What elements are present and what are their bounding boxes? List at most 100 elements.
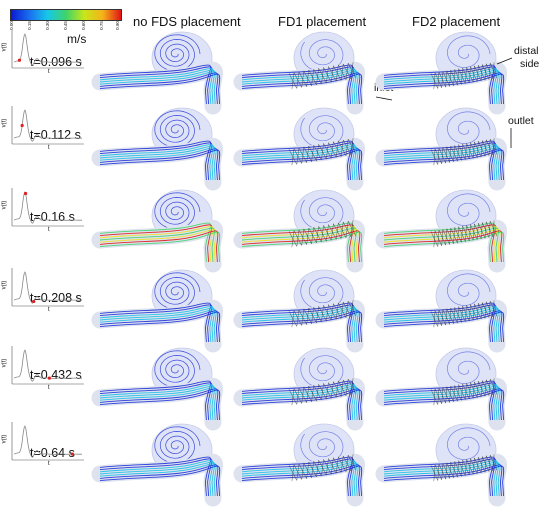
stent-strut	[461, 225, 463, 243]
waveform-xlabel: t	[48, 145, 50, 151]
stent-strut	[306, 145, 310, 163]
flow-streamline	[241, 144, 356, 181]
stent-strut	[449, 386, 452, 403]
stent-strut	[340, 63, 344, 81]
vessel-panel	[91, 189, 223, 273]
flow-streamline	[99, 304, 213, 343]
vessel-panel	[375, 423, 507, 507]
flow-streamline	[241, 388, 361, 421]
vortex-streamline	[154, 34, 201, 72]
waveform-plot	[11, 422, 84, 461]
stent-strut	[469, 142, 471, 160]
flow-diverter-stent	[430, 138, 498, 166]
column-header-fd2: FD2 placement	[412, 14, 501, 29]
flow-streamline	[99, 73, 221, 105]
stent-strut	[301, 228, 305, 246]
flow-streamline	[99, 387, 217, 421]
flow-diverter-stent	[430, 62, 498, 90]
flow-streamline	[99, 382, 213, 421]
stent-strut	[331, 303, 334, 321]
flow-streamline	[383, 388, 503, 421]
stent-strut	[291, 148, 295, 166]
flow-streamline	[383, 145, 499, 181]
stent-strut	[484, 455, 487, 473]
flow-streamline	[99, 385, 215, 421]
vessel-panel	[375, 189, 507, 273]
flow-streamline	[241, 458, 355, 497]
column-header-no-fds: no FDS placement	[133, 14, 241, 29]
flow-streamline	[99, 230, 219, 263]
distal-label-line2: side	[520, 58, 540, 70]
stent-strut	[316, 306, 319, 323]
outlet-label: outlet	[508, 115, 534, 127]
vortex-streamline	[447, 273, 491, 306]
flow-streamline	[383, 307, 499, 343]
flow-streamline	[241, 464, 361, 497]
stent-strut	[433, 388, 436, 406]
stent-strut	[306, 69, 310, 87]
flow-streamline	[383, 149, 505, 181]
stent-strut	[316, 226, 319, 243]
vessel-panel	[233, 107, 365, 191]
stent-strut	[449, 462, 452, 479]
flow-streamline	[241, 148, 361, 181]
flow-streamline	[383, 69, 499, 105]
flow-streamline	[383, 224, 497, 263]
stent-strut	[457, 384, 459, 402]
waveform-curve	[13, 425, 82, 458]
stent-strut	[484, 139, 487, 157]
stent-strut	[311, 307, 314, 324]
flow-streamline	[383, 226, 498, 263]
flow-streamline	[241, 306, 356, 343]
distal-label-line1: distal	[514, 45, 539, 57]
flow-streamline	[241, 224, 355, 263]
flow-streamline	[241, 72, 361, 105]
vessel-panel	[233, 347, 365, 431]
stent-strut	[335, 222, 339, 240]
flow-streamline	[99, 311, 221, 343]
flow-streamline	[383, 389, 505, 421]
stent-strut	[449, 146, 452, 163]
stent-strut	[345, 221, 349, 238]
row-time-label: t=0.64 s	[30, 446, 75, 460]
waveform-curve	[13, 349, 82, 382]
waveform-xlabel: t	[48, 227, 50, 233]
stent-strut	[316, 144, 319, 161]
stent-strut	[331, 141, 334, 159]
stent-strut	[345, 139, 349, 156]
column-header-fd1: FD1 placement	[278, 14, 367, 29]
colorbar: 0.00 0.15 0.30 0.45 0.60 0.75 0.90 m/s	[5, 4, 122, 49]
stent-strut	[326, 224, 329, 242]
flow-streamline	[241, 384, 356, 421]
flow-streamline	[383, 460, 498, 497]
flow-streamline	[241, 311, 363, 343]
flow-streamline	[241, 465, 363, 497]
stent-strut	[488, 379, 491, 396]
stent-strut	[433, 310, 436, 328]
stent-strut	[340, 221, 344, 239]
stent-strut	[350, 220, 354, 237]
stent-strut	[480, 222, 483, 239]
stent-strut	[301, 146, 305, 164]
stent-strut	[296, 229, 300, 247]
waveform-curve	[13, 191, 82, 224]
stent-strut	[441, 229, 444, 246]
waveform-curve	[13, 109, 82, 142]
stent-strut	[437, 310, 440, 327]
stent-strut	[306, 227, 310, 245]
vortex-streamline	[154, 192, 201, 230]
flow-streamline	[99, 465, 221, 497]
vessel-panel	[375, 107, 507, 191]
stent-strut	[321, 67, 324, 85]
stent-strut	[301, 308, 305, 326]
stent-strut	[445, 386, 448, 404]
stent-strut	[453, 227, 455, 244]
stent-strut	[465, 225, 467, 242]
stent-strut	[437, 464, 440, 481]
stent-strut	[473, 303, 475, 321]
flow-streamline	[99, 72, 219, 105]
flow-streamline	[99, 309, 217, 343]
stent-strut	[480, 64, 483, 81]
flow-streamline	[99, 463, 217, 497]
stent-strut	[306, 385, 310, 403]
